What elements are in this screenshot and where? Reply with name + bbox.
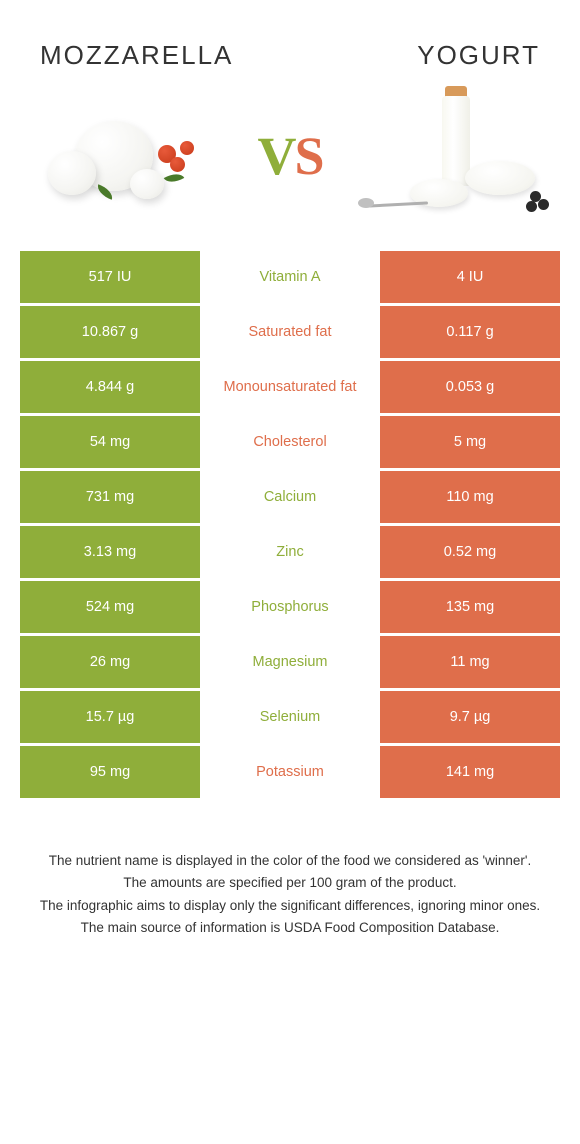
left-value-cell: 731 mg [20,471,200,523]
images-row: VS [0,81,580,251]
footer-line: The nutrient name is displayed in the co… [30,851,550,871]
footer-line: The infographic aims to display only the… [30,896,550,916]
table-row: 15.7 µgSelenium9.7 µg [20,691,560,743]
table-row: 517 IUVitamin A4 IU [20,251,560,303]
nutrient-label-cell: Calcium [200,471,380,523]
left-value-cell: 15.7 µg [20,691,200,743]
nutrient-label-cell: Phosphorus [200,581,380,633]
nutrient-table: 517 IUVitamin A4 IU10.867 gSaturated fat… [20,251,560,798]
left-value-cell: 4.844 g [20,361,200,413]
left-value-cell: 10.867 g [20,306,200,358]
right-value-cell: 9.7 µg [380,691,560,743]
header: Mozzarella Yogurt [0,0,580,81]
infographic-container: Mozzarella Yogurt VS 517 I [0,0,580,960]
table-row: 26 mgMagnesium11 mg [20,636,560,688]
right-food-title: Yogurt [417,40,540,71]
right-value-cell: 0.117 g [380,306,560,358]
mozzarella-image [30,91,210,221]
right-value-cell: 5 mg [380,416,560,468]
yogurt-image [370,91,550,221]
left-value-cell: 524 mg [20,581,200,633]
nutrient-label-cell: Vitamin A [200,251,380,303]
nutrient-label-cell: Selenium [200,691,380,743]
nutrient-label-cell: Monounsaturated fat [200,361,380,413]
vs-letter-v: V [257,126,294,186]
vs-badge: VS [257,125,322,187]
right-value-cell: 135 mg [380,581,560,633]
right-value-cell: 4 IU [380,251,560,303]
footer-line: The main source of information is USDA F… [30,918,550,938]
right-value-cell: 0.053 g [380,361,560,413]
right-value-cell: 11 mg [380,636,560,688]
nutrient-label-cell: Potassium [200,746,380,798]
footer-line: The amounts are specified per 100 gram o… [30,873,550,893]
right-value-cell: 110 mg [380,471,560,523]
right-value-cell: 0.52 mg [380,526,560,578]
table-row: 731 mgCalcium110 mg [20,471,560,523]
footer-notes: The nutrient name is displayed in the co… [0,801,580,960]
table-row: 54 mgCholesterol5 mg [20,416,560,468]
left-value-cell: 3.13 mg [20,526,200,578]
table-row: 10.867 gSaturated fat0.117 g [20,306,560,358]
left-value-cell: 26 mg [20,636,200,688]
table-row: 524 mgPhosphorus135 mg [20,581,560,633]
table-row: 3.13 mgZinc0.52 mg [20,526,560,578]
left-food-title: Mozzarella [40,40,233,71]
nutrient-label-cell: Cholesterol [200,416,380,468]
right-value-cell: 141 mg [380,746,560,798]
vs-letter-s: S [294,126,322,186]
left-value-cell: 54 mg [20,416,200,468]
table-row: 95 mgPotassium141 mg [20,746,560,798]
table-row: 4.844 gMonounsaturated fat0.053 g [20,361,560,413]
nutrient-label-cell: Magnesium [200,636,380,688]
nutrient-label-cell: Zinc [200,526,380,578]
nutrient-label-cell: Saturated fat [200,306,380,358]
left-value-cell: 517 IU [20,251,200,303]
left-value-cell: 95 mg [20,746,200,798]
